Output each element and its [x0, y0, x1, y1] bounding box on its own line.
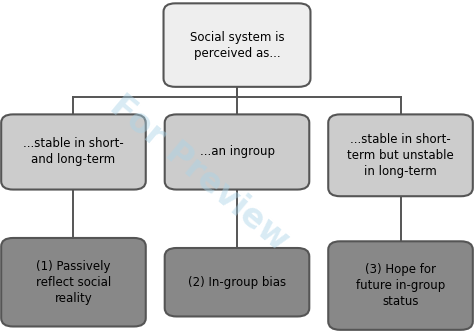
Text: (1) Passively
reflect social
reality: (1) Passively reflect social reality — [36, 260, 111, 305]
Text: ...stable in short-
term but unstable
in long-term: ...stable in short- term but unstable in… — [347, 133, 454, 178]
FancyBboxPatch shape — [328, 114, 473, 196]
FancyBboxPatch shape — [1, 238, 146, 327]
FancyBboxPatch shape — [328, 241, 473, 330]
FancyBboxPatch shape — [164, 248, 309, 317]
Text: ...stable in short-
and long-term: ...stable in short- and long-term — [23, 138, 124, 166]
FancyBboxPatch shape — [164, 114, 309, 189]
Text: (2) In-group bias: (2) In-group bias — [188, 276, 286, 289]
Text: Social system is
perceived as...: Social system is perceived as... — [190, 31, 284, 59]
Text: For Preview: For Preview — [103, 90, 295, 258]
Text: (3) Hope for
future in-group
status: (3) Hope for future in-group status — [356, 263, 445, 308]
FancyBboxPatch shape — [1, 114, 146, 189]
FancyBboxPatch shape — [164, 3, 310, 87]
Text: ...an ingroup: ...an ingroup — [200, 146, 274, 158]
